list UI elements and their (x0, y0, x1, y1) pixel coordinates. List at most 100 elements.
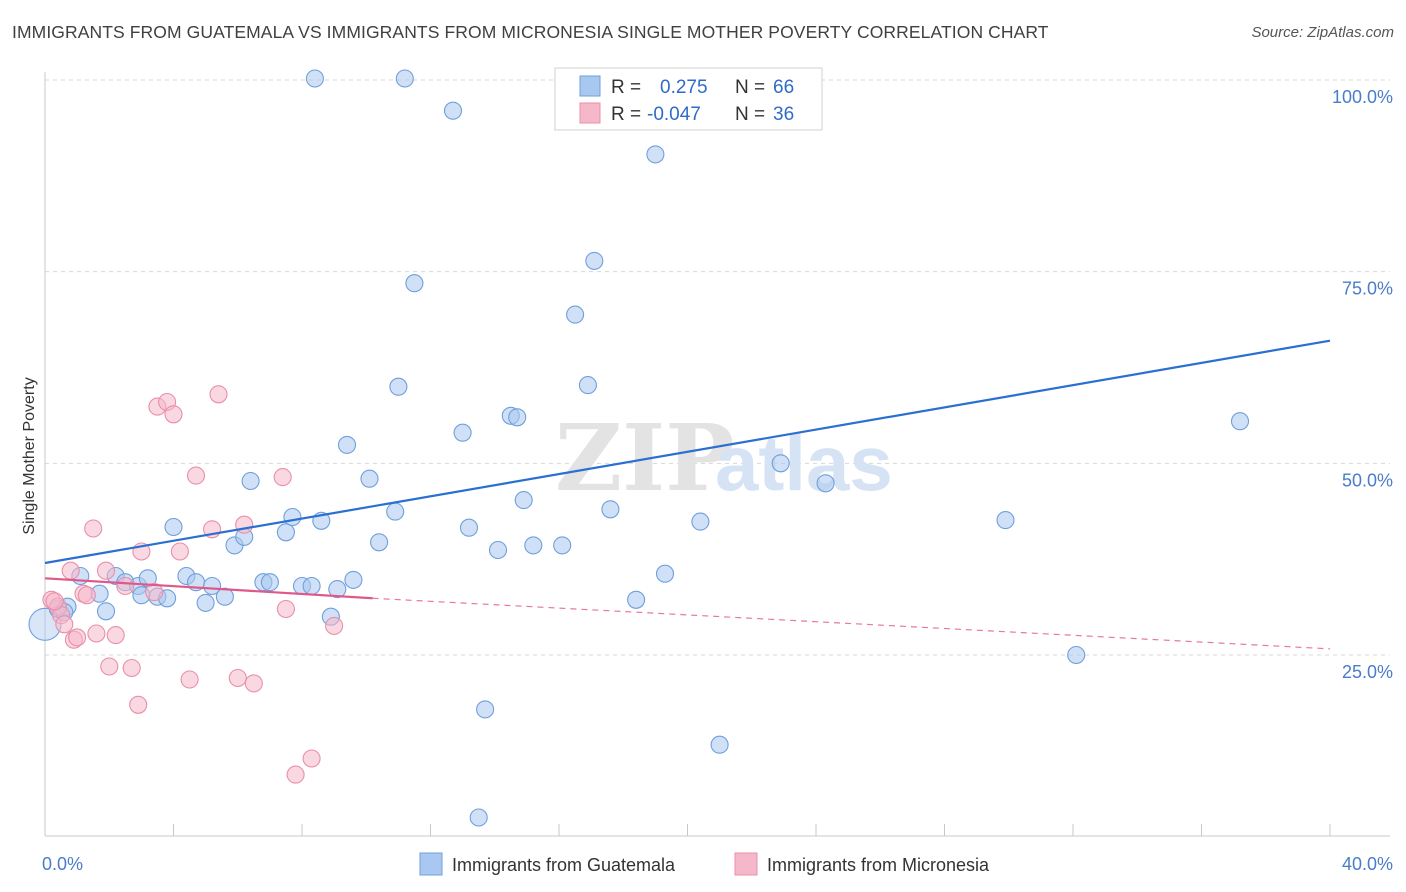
guatemala-point-62 (443, 101, 463, 120)
guatemala-point-35 (386, 502, 405, 521)
guatemala-point-43 (508, 408, 527, 427)
guatemala-point-5 (96, 602, 116, 621)
micronesia-point-9 (87, 624, 106, 643)
guatemala-point-47 (566, 305, 585, 324)
guatemala-point-24 (276, 523, 295, 542)
legend-n-value-2: 36 (773, 104, 794, 125)
watermark-zip: ZIP (555, 404, 734, 512)
guatemala-point-57 (996, 511, 1015, 530)
micronesia-point-12 (106, 626, 125, 645)
legend-swatch-blue (579, 75, 601, 97)
guatemala-point-33 (360, 469, 379, 488)
y-tick-label-2: 75.0% (1342, 279, 1393, 299)
axes (44, 72, 1390, 837)
micronesia-point-35 (77, 586, 96, 605)
grid-lines (45, 79, 1390, 656)
micronesia-point-20 (164, 405, 183, 424)
guatemala-point-63 (646, 145, 665, 164)
guatemala-point-44 (514, 491, 533, 510)
guatemala-point-52 (655, 564, 675, 583)
guatemala-point-30 (328, 580, 347, 599)
guatemala-point-34 (370, 533, 389, 552)
y-tick-label-0: 25.0% (1342, 662, 1393, 682)
bottom-legend-swatch-pink (734, 852, 758, 876)
micronesia-point-29 (273, 468, 292, 487)
guatemala-point-37 (405, 274, 424, 293)
legend-swatch-pink (579, 102, 601, 124)
guatemala-point-41 (488, 540, 508, 560)
legend-n-label-1: N = (735, 77, 765, 98)
series-micronesia-points (42, 385, 344, 784)
guatemala-point-49 (585, 251, 604, 270)
guatemala-point-50 (601, 500, 620, 519)
micronesia-point-21 (170, 542, 189, 561)
guatemala-point-54 (710, 735, 729, 754)
guatemala-point-16 (196, 593, 215, 612)
series-legend: Immigrants from Guatemala Immigrants fro… (419, 852, 990, 876)
micronesia-point-4 (61, 561, 80, 580)
micronesia-point-34 (45, 592, 64, 611)
guatemala-point-46 (553, 536, 572, 555)
bottom-legend-label-micronesia: Immigrants from Micronesia (767, 855, 990, 875)
guatemala-point-51 (627, 590, 646, 609)
trend-lines (44, 339, 1331, 650)
guatemala-point-60 (305, 69, 324, 88)
source-credit: Source: ZipAtlas.com (1251, 24, 1394, 41)
series-guatemala-points (28, 69, 1250, 827)
guatemala-point-39 (459, 518, 479, 537)
guatemala-point-56 (816, 474, 835, 493)
chart-title: IMMIGRANTS FROM GUATEMALA VS IMMIGRANTS … (12, 22, 1049, 42)
legend-n-value-1: 66 (773, 77, 794, 98)
correlation-legend: R = 0.275 N = 66 R = -0.047 N = 36 (554, 67, 823, 131)
micronesia-point-22 (180, 670, 199, 689)
bottom-legend-label-guatemala: Immigrants from Guatemala (452, 855, 676, 875)
guatemala-point-18 (215, 587, 234, 606)
x-tick-label-0: 0.0% (42, 854, 83, 874)
tick-labels: 25.0% 50.0% 75.0% 100.0% 0.0% 40.0% (42, 87, 1393, 874)
guatemala-point-45 (524, 536, 543, 555)
guatemala-point-13 (164, 517, 183, 537)
guatemala-point-32 (344, 570, 363, 589)
micronesia-point-33 (325, 616, 344, 635)
legend-r-label-1: R = (611, 77, 641, 98)
guatemala-point-55 (771, 454, 790, 473)
bottom-legend-swatch-blue (419, 852, 443, 876)
micronesia-trend-line (44, 577, 373, 600)
guatemala-point-17 (203, 576, 222, 596)
micronesia-point-17 (145, 583, 164, 602)
guatemala-point-64 (469, 808, 488, 827)
guatemala-point-38 (453, 423, 472, 442)
guatemala-point-58 (1067, 645, 1086, 665)
guatemala-trend-line (44, 339, 1331, 565)
micronesia-point-8 (84, 519, 103, 538)
guatemala-point-27 (302, 576, 321, 596)
micronesia-point-26 (228, 668, 247, 688)
guatemala-point-31 (337, 435, 357, 454)
legend-n-label-2: N = (735, 104, 765, 125)
y-axis-label: Single Mother Poverty (21, 377, 38, 534)
guatemala-point-25 (283, 507, 302, 527)
micronesia-point-11 (100, 657, 119, 676)
guatemala-point-59 (1230, 412, 1250, 431)
guatemala-point-53 (691, 512, 710, 531)
micronesia-point-3 (55, 615, 74, 634)
micronesia-point-15 (129, 695, 148, 714)
micronesia-point-14 (122, 658, 141, 678)
y-tick-label-3: 100.0% (1332, 87, 1393, 107)
micronesia-point-10 (96, 561, 116, 580)
micronesia-point-25 (209, 385, 228, 404)
y-tick-label-1: 50.0% (1342, 470, 1393, 490)
micronesia-trend-extension (372, 597, 1331, 650)
legend-r-value-1: 0.275 (660, 77, 708, 98)
watermark: ZIP atlas (555, 404, 893, 512)
x-tick-label-1: 40.0% (1342, 854, 1393, 874)
watermark-atlas: atlas (715, 419, 893, 507)
micronesia-point-13 (116, 576, 135, 596)
micronesia-point-28 (244, 674, 263, 693)
guatemala-point-23 (260, 573, 279, 592)
guatemala-point-48 (578, 376, 597, 395)
guatemala-point-61 (395, 69, 414, 88)
guatemala-point-36 (389, 377, 408, 396)
guatemala-point-40 (476, 700, 495, 719)
